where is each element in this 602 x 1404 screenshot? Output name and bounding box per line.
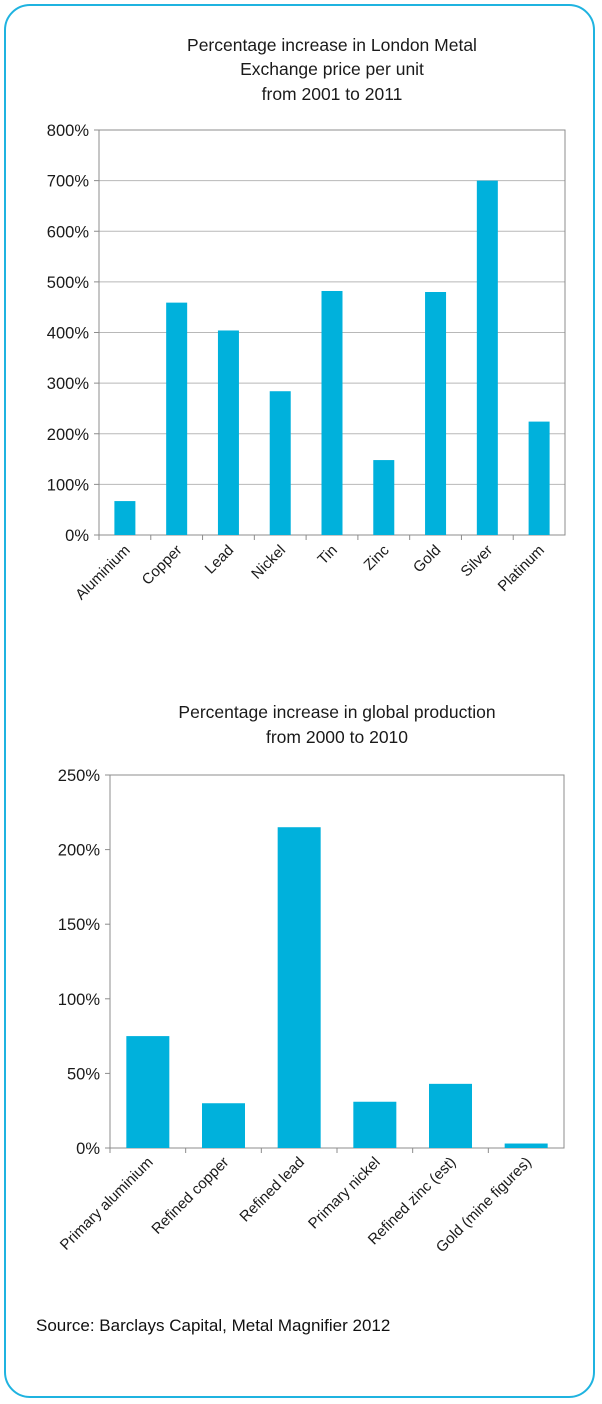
chart1-ytick-label: 800% [47,122,90,140]
chart1-bar [373,460,395,535]
chart2-bar [277,827,321,1148]
chart2-ytick-label: 250% [58,767,101,785]
chart1-bar [321,290,343,535]
card-frame [4,4,595,1398]
chart1-ytick-label: 300% [47,375,90,393]
chart1-title-line: from 2001 to 2011 [262,84,403,104]
chart2-bar [429,1083,472,1148]
chart2-title-line: Percentage increase in global production [178,702,495,722]
chart1-category-label: Copper [139,542,186,589]
chart1-category-label: Lead [202,542,238,578]
chart1-category-label: Silver [458,542,497,581]
chart1-category-label: Aluminium [72,542,134,604]
chart1-category-label: Zinc [361,541,393,573]
chart1-category-label: Gold [410,542,444,576]
chart1-bar [269,391,291,535]
chart2-ytick-label: 200% [58,842,101,860]
chart1-bar [528,421,550,535]
chart1-ytick-label: 400% [47,325,90,343]
chart1-title-line: Percentage increase in London Metal [187,35,477,55]
chart1-category-label: Tin [314,542,340,568]
chart1-category-label: Platinum [495,542,548,595]
chart1-bar [425,292,447,535]
chart2-bar [353,1101,397,1148]
chart1-ytick-label: 200% [47,426,90,444]
chart2-ytick-label: 150% [58,916,101,934]
chart1-ytick-label: 600% [47,223,90,241]
chart2-title-line: from 2000 to 2010 [266,727,408,747]
chart1-ytick-label: 700% [47,173,90,191]
source-note: Source: Barclays Capital, Metal Magnifie… [36,1316,391,1335]
chart1-bar [476,180,498,535]
chart1-ytick-label: 0% [65,527,89,545]
chart2-plot-frame [109,774,565,1149]
chart1-ytick-label: 500% [47,274,90,292]
chart1-title-line: Exchange price per unit [240,59,424,79]
chart1-bar [217,330,239,535]
chart2-category-label: Refined copper [148,1154,232,1238]
chart1-bar [166,302,188,535]
chart1-category-label: Nickel [248,542,289,583]
chart2-category-label: Refined lead [236,1154,308,1226]
chart2-category-label: Primary aluminium [57,1154,157,1254]
chart2-ytick-label: 100% [58,991,101,1009]
chart2-ytick-label: 0% [76,1140,100,1158]
chart2-bar [202,1103,245,1148]
chart2-category-label: Primary nickel [305,1154,384,1233]
chart2-ytick-label: 50% [67,1065,100,1083]
chart1-ytick-label: 100% [47,476,90,494]
chart1-bar [114,501,136,535]
chart2-bar [504,1143,548,1148]
chart2-bar [126,1036,170,1148]
